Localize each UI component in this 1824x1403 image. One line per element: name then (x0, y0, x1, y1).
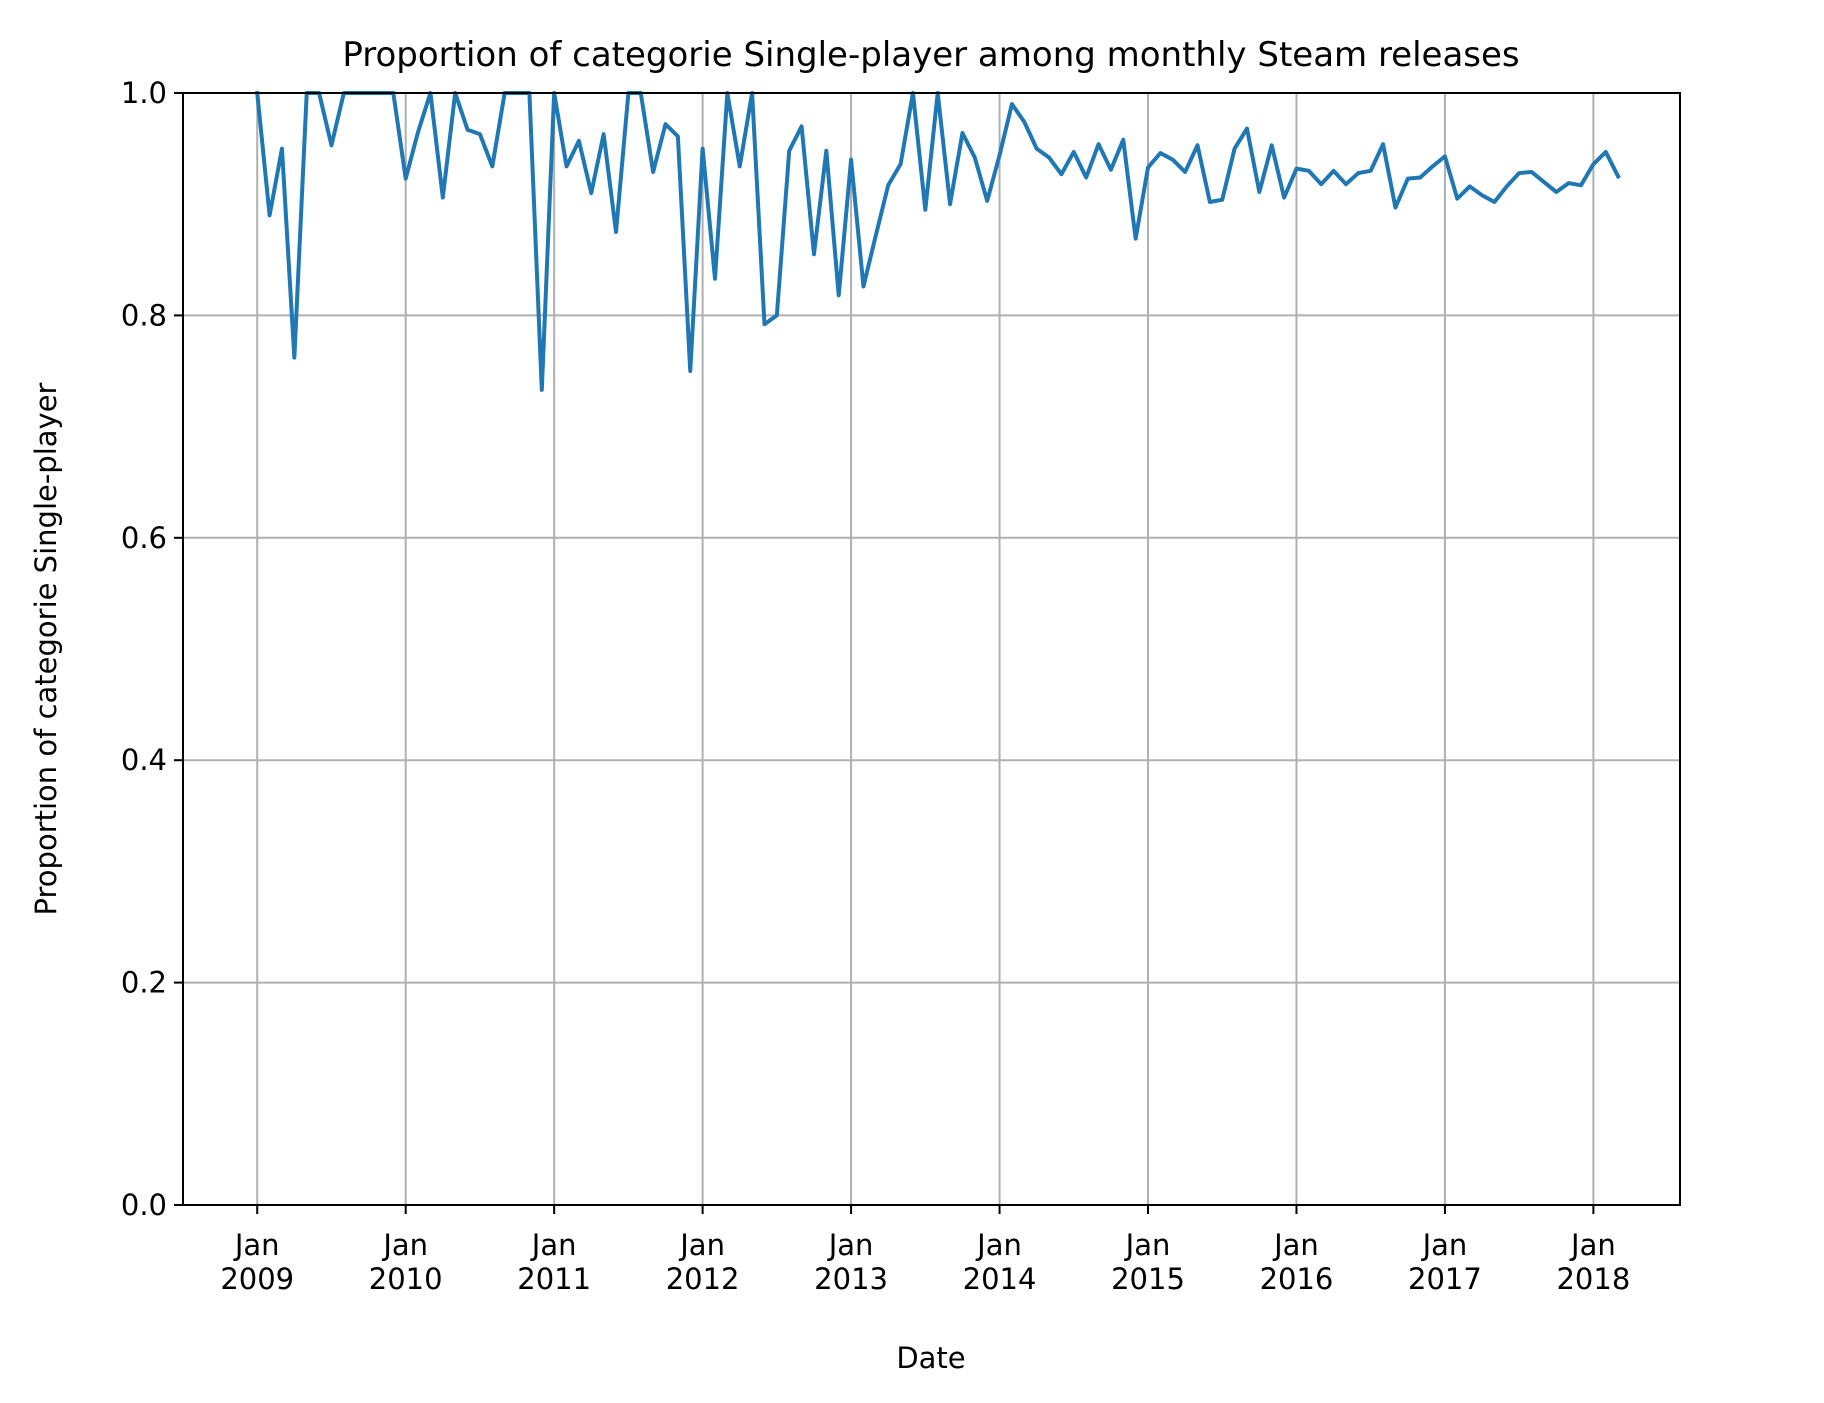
x-tick-label-month: Jan (1124, 1228, 1171, 1262)
y-axis-label: Proportion of categorie Single-player (29, 382, 63, 915)
x-tick-label-year: 2017 (1408, 1262, 1482, 1296)
x-tick-label-month: Jan (1569, 1228, 1616, 1262)
x-tick-label-year: 2013 (814, 1262, 888, 1296)
x-tick-label-year: 2018 (1556, 1262, 1630, 1296)
tick-layer: 0.00.20.40.60.81.0Jan2009Jan2010Jan2011J… (121, 76, 1630, 1296)
x-tick-label-year: 2010 (369, 1262, 443, 1296)
x-tick-label-year: 2012 (666, 1262, 740, 1296)
y-tick-label: 0.0 (121, 1188, 167, 1222)
plot-frame (182, 92, 1681, 1206)
x-tick-label-year: 2016 (1260, 1262, 1334, 1296)
y-tick-label: 0.6 (121, 521, 167, 555)
y-tick-label: 0.8 (121, 298, 167, 332)
x-tick-label-year: 2015 (1111, 1262, 1185, 1296)
x-tick-label-month: Jan (530, 1228, 577, 1262)
x-tick-label-year: 2011 (517, 1262, 591, 1296)
x-axis-label: Date (896, 1341, 965, 1375)
y-tick-label: 1.0 (121, 76, 167, 110)
chart-title: Proportion of categorie Single-player am… (342, 35, 1519, 75)
x-tick-label-month: Jan (975, 1228, 1022, 1262)
x-tick-label-month: Jan (1272, 1228, 1319, 1262)
x-tick-label-year: 2014 (963, 1262, 1037, 1296)
x-tick-label-year: 2009 (220, 1262, 294, 1296)
x-tick-label-month: Jan (678, 1228, 725, 1262)
y-tick-label: 0.2 (121, 966, 167, 1000)
x-tick-label-month: Jan (827, 1228, 874, 1262)
x-tick-label-month: Jan (233, 1228, 280, 1262)
x-tick-label-month: Jan (1421, 1228, 1468, 1262)
x-tick-label-month: Jan (381, 1228, 428, 1262)
y-tick-label: 0.4 (121, 743, 167, 777)
